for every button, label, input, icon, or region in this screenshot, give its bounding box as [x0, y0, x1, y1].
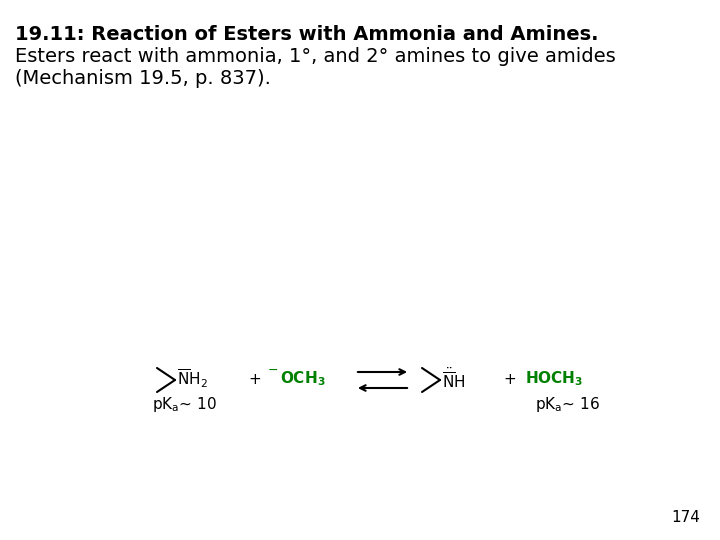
Text: 19.11: Reaction of Esters with Ammonia and Amines.: 19.11: Reaction of Esters with Ammonia a…	[15, 25, 598, 44]
Text: $\mathdefault{\ddot{\overline{N}}H}$: $\mathdefault{\ddot{\overline{N}}H}$	[442, 367, 465, 392]
Text: 174: 174	[671, 510, 700, 525]
Text: +: +	[248, 372, 261, 387]
Text: −: −	[268, 363, 279, 376]
Text: pK$_\mathdefault{a}$~ 16: pK$_\mathdefault{a}$~ 16	[535, 395, 600, 415]
Text: $\mathdefault{HOCH_3}$: $\mathdefault{HOCH_3}$	[525, 370, 583, 388]
Text: pK$_\mathdefault{a}$~ 10: pK$_\mathdefault{a}$~ 10	[152, 395, 217, 415]
Text: $\mathdefault{OCH_3}$: $\mathdefault{OCH_3}$	[280, 370, 325, 388]
Text: +: +	[503, 372, 516, 387]
Text: $\mathdefault{\overline{N}H_2}$: $\mathdefault{\overline{N}H_2}$	[177, 368, 207, 390]
Text: (Mechanism 19.5, p. 837).: (Mechanism 19.5, p. 837).	[15, 69, 271, 88]
Text: Esters react with ammonia, 1°, and 2° amines to give amides: Esters react with ammonia, 1°, and 2° am…	[15, 47, 616, 66]
